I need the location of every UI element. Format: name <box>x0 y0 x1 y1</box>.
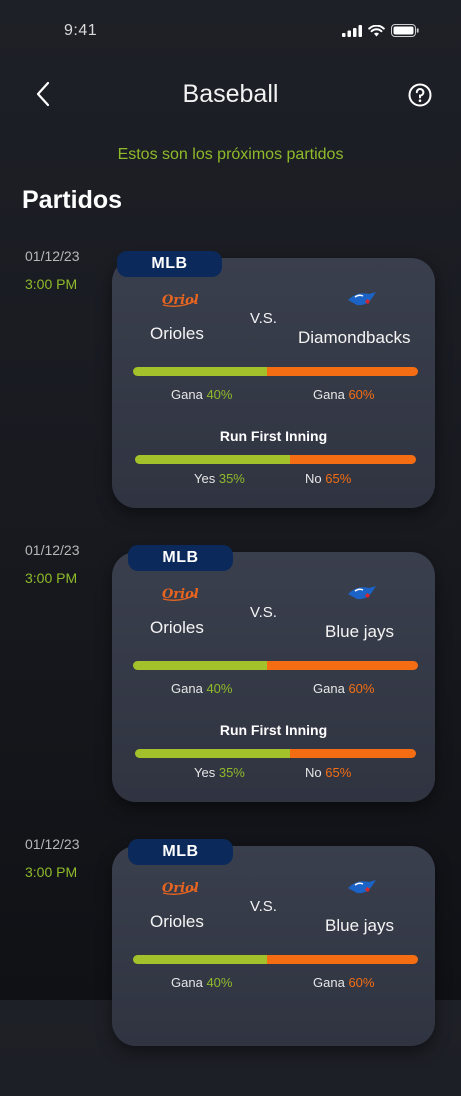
blue-jays-logo-icon <box>345 876 379 903</box>
header: Baseball <box>0 70 461 120</box>
chevron-left-icon <box>36 81 50 107</box>
vs-label: V.S. <box>250 310 277 327</box>
away-win-segment <box>266 955 418 964</box>
match-date: 01/12/23 <box>25 836 80 852</box>
home-win-pct: 40% <box>206 387 233 402</box>
blue-jays-logo-icon <box>345 288 379 315</box>
away-win-segment <box>266 367 418 376</box>
away-team-name: Blue jays <box>325 622 394 641</box>
market-title: Run First Inning <box>219 722 328 738</box>
status-icons <box>342 24 419 42</box>
yes-label: Yes 35% <box>194 471 245 486</box>
yes-segment <box>135 455 290 464</box>
home-win-pct: 40% <box>206 681 233 696</box>
orioles-logo-icon: Orioles <box>160 290 215 313</box>
no-pct: 65% <box>325 471 352 486</box>
back-button[interactable] <box>28 76 58 112</box>
away-win-pct: 60% <box>348 975 375 990</box>
away-win-label: Gana 60% <box>313 681 375 696</box>
home-win-label: Gana 40% <box>171 681 233 696</box>
match-row: 01/12/23 3:00 PM MLB Orioles Orioles V.S… <box>0 542 461 802</box>
match-time: 3:00 PM <box>25 864 78 880</box>
status-time: 9:41 <box>64 22 98 39</box>
match-date: 01/12/23 <box>25 542 80 558</box>
subtitle: Estos son los próximos partidos <box>117 146 344 163</box>
match-time: 3:00 PM <box>25 570 78 586</box>
home-team-name: Orioles <box>150 324 204 343</box>
match-date: 01/12/23 <box>25 248 80 264</box>
away-win-segment <box>266 661 418 670</box>
no-pct: 65% <box>325 765 352 780</box>
win-probability-bar <box>133 955 418 964</box>
home-win-segment <box>133 367 267 376</box>
vs-label: V.S. <box>250 898 277 915</box>
home-win-pct: 40% <box>206 975 233 990</box>
help-icon <box>408 83 432 107</box>
home-win-segment <box>133 955 267 964</box>
status-bar: 9:41 <box>0 0 461 60</box>
page-title: Baseball <box>182 80 279 108</box>
no-label: No 65% <box>305 765 352 780</box>
away-win-label: Gana 60% <box>313 975 375 990</box>
yes-pct: 35% <box>218 471 245 486</box>
orioles-logo-icon: Orioles <box>160 878 215 901</box>
section-title: Partidos <box>22 186 123 214</box>
market-probability-bar <box>135 749 416 758</box>
away-win-pct: 60% <box>348 387 375 402</box>
cellular-signal-icon <box>342 24 362 42</box>
away-team-name: Blue jays <box>325 916 394 935</box>
league-badge: MLB <box>128 839 233 865</box>
away-win-label: Gana 60% <box>313 387 375 402</box>
home-team-name: Orioles <box>150 618 204 637</box>
no-segment <box>289 749 416 758</box>
blue-jays-logo-icon <box>345 582 379 609</box>
battery-icon <box>391 24 419 42</box>
wifi-icon <box>368 24 385 42</box>
match-card[interactable]: MLB Orioles Orioles V.S. Blue jays Gana … <box>112 545 435 802</box>
no-label: No 65% <box>305 471 352 486</box>
match-card[interactable]: MLB Orioles Orioles V.S. Diamondbacks Ga… <box>112 251 435 508</box>
home-team-name: Orioles <box>150 912 204 931</box>
match-time: 3:00 PM <box>25 276 78 292</box>
yes-segment <box>135 749 290 758</box>
match-card[interactable]: MLB Orioles Orioles V.S. Blue jays Gana … <box>112 839 435 1046</box>
away-team-name: Diamondbacks <box>298 328 411 347</box>
league-badge: MLB <box>128 545 233 571</box>
home-win-label: Gana 40% <box>171 387 233 402</box>
win-probability-bar <box>133 661 418 670</box>
help-button[interactable] <box>407 82 433 108</box>
match-row: 01/12/23 3:00 PM MLB Orioles Orioles V.S… <box>0 836 461 1096</box>
match-row: 01/12/23 3:00 PM MLB Orioles Orioles V.S… <box>0 248 461 508</box>
market-title: Run First Inning <box>219 428 328 444</box>
no-segment <box>289 455 416 464</box>
market-probability-bar <box>135 455 416 464</box>
away-win-pct: 60% <box>348 681 375 696</box>
win-probability-bar <box>133 367 418 376</box>
yes-pct: 35% <box>218 765 245 780</box>
vs-label: V.S. <box>250 604 277 621</box>
home-win-segment <box>133 661 267 670</box>
league-badge: MLB <box>117 251 222 277</box>
orioles-logo-icon: Orioles <box>160 584 215 607</box>
home-win-label: Gana 40% <box>171 975 233 990</box>
yes-label: Yes 35% <box>194 765 245 780</box>
